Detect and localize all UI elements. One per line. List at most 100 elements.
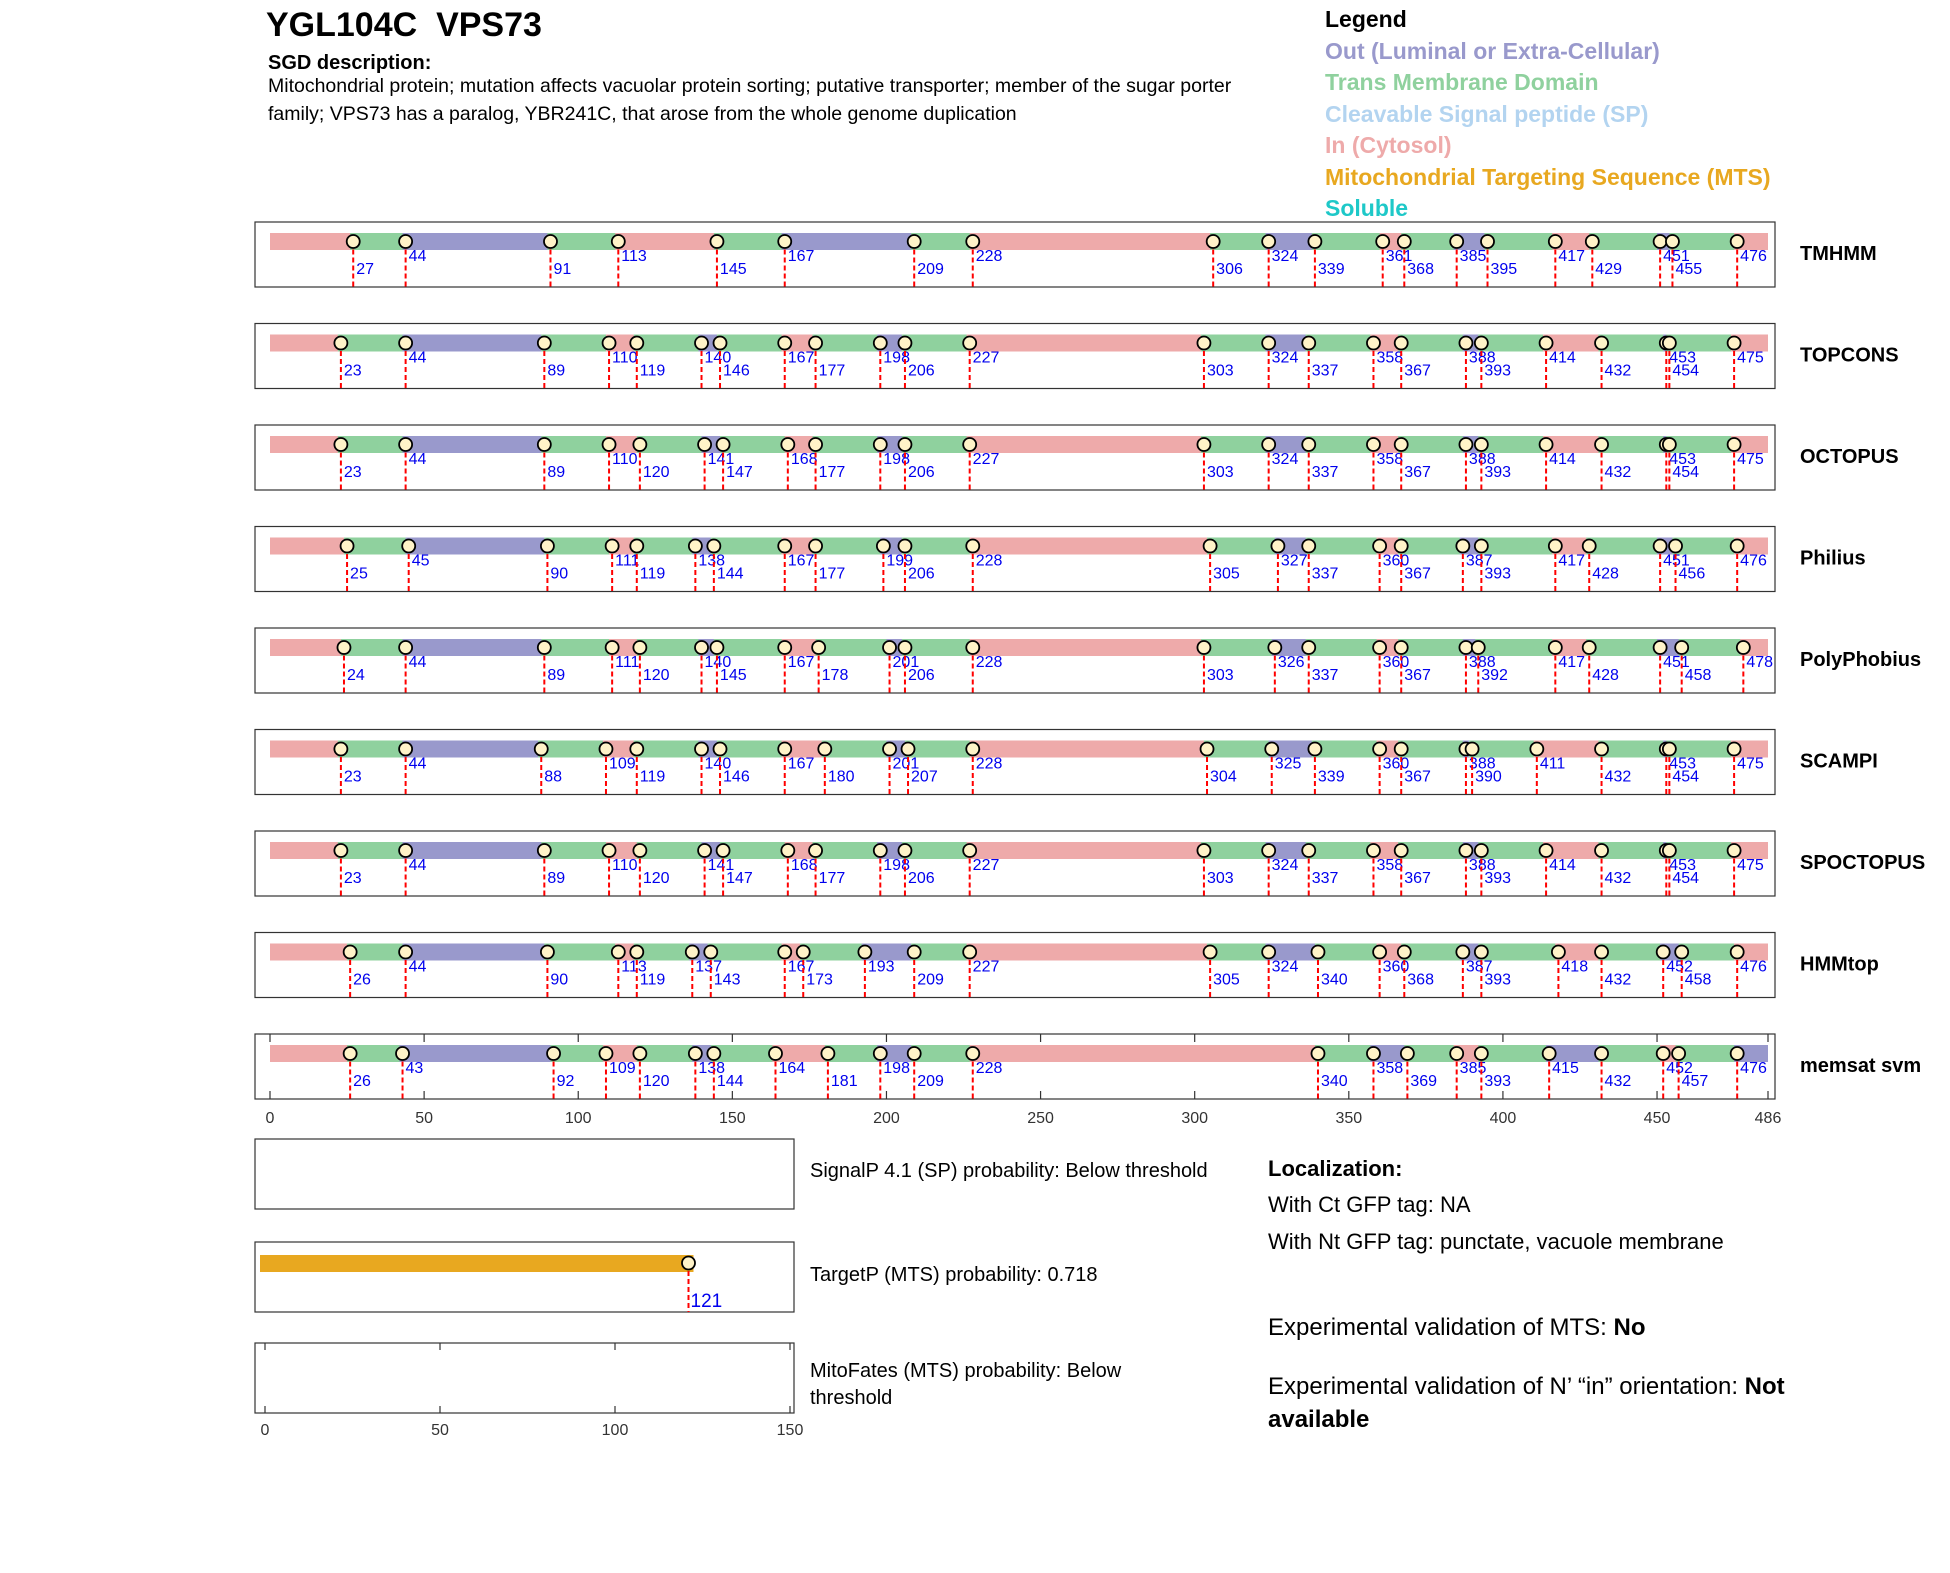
segment-out [1265, 233, 1315, 250]
boundary-marker [808, 335, 823, 351]
position-label: 167 [788, 350, 815, 367]
position-label: 177 [819, 870, 846, 887]
position-label: 360 [1383, 654, 1410, 671]
boundary-marker [1261, 234, 1277, 249]
position-label: 141 [708, 857, 735, 874]
position-label: 89 [547, 870, 565, 887]
position-label: 207 [911, 769, 938, 786]
track-name: HMMtop [1800, 954, 1879, 976]
segment-in [781, 639, 819, 656]
position-label: 44 [409, 654, 427, 671]
position-label: 110 [612, 857, 638, 874]
boundary-marker [681, 1255, 696, 1271]
position-label: 23 [344, 769, 362, 786]
track-name: SCAMPI [1800, 751, 1878, 773]
segment-tm [1200, 334, 1269, 352]
position-label: 385 [1460, 248, 1487, 265]
boundary-marker [808, 538, 823, 554]
position-label: 143 [714, 972, 741, 989]
segment-tm [350, 233, 406, 250]
boundary-marker [1726, 437, 1742, 452]
track-name: TMHMM [1800, 243, 1877, 265]
track-name: PolyPhobius [1800, 649, 1921, 671]
mts-bar [260, 1255, 694, 1272]
boundary-marker [610, 234, 626, 249]
boundary-marker [703, 944, 719, 960]
position-label: 198 [883, 451, 910, 468]
boundary-marker [536, 335, 552, 351]
boundary-marker [780, 437, 796, 452]
boundary-marker [1594, 1046, 1609, 1061]
boundary-marker [882, 741, 897, 757]
segment-tm [901, 639, 973, 656]
segment-tm [901, 436, 970, 453]
segment-tm [1666, 740, 1735, 758]
position-label: 138 [698, 553, 725, 570]
boundary-marker [1674, 944, 1690, 960]
boundary-marker [897, 335, 913, 351]
panel-frame [254, 1138, 795, 1210]
boundary-marker [536, 640, 552, 655]
segment-in [1542, 334, 1602, 352]
boundary-marker [808, 437, 823, 452]
boundary-marker [817, 741, 833, 757]
position-label: 177 [819, 464, 846, 481]
gene-title: YGL104C VPS73 [266, 6, 542, 44]
position-label: 177 [819, 363, 846, 380]
segment-tm [633, 943, 693, 961]
position-label: 228 [976, 248, 1003, 265]
segment-tm [720, 842, 788, 859]
segment-tm [1598, 1045, 1664, 1062]
segment-out [402, 334, 545, 352]
panel-frame [254, 1342, 795, 1414]
position-label: 121 [691, 1291, 723, 1312]
panel-frame [254, 1241, 795, 1313]
segment-tm [1678, 639, 1744, 656]
boundary-marker [965, 538, 981, 554]
segment-out [1265, 436, 1309, 453]
boundary-marker [398, 843, 414, 858]
position-label: 25 [350, 566, 368, 583]
boundary-marker [632, 437, 648, 452]
boundary-marker [629, 335, 645, 351]
position-label: 303 [1207, 870, 1234, 887]
segment-tm [911, 943, 970, 961]
segment-tm [1314, 943, 1380, 961]
targetp-label: TargetP (MTS) probability: 0.718 [810, 1264, 1098, 1286]
position-label: 388 [1469, 451, 1496, 468]
position-label: 113 [621, 959, 647, 976]
segment-tm [340, 639, 406, 656]
track-name: TOPCONS [1800, 345, 1899, 367]
position-label: 337 [1312, 566, 1339, 583]
boundary-marker [1372, 741, 1388, 757]
position-label: 452 [1666, 959, 1693, 976]
position-label: 146 [723, 769, 750, 786]
position-label: 24 [347, 667, 365, 684]
position-label: 177 [819, 566, 846, 583]
position-label: 432 [1605, 1073, 1632, 1090]
boundary-marker [820, 1046, 836, 1061]
boundary-marker [1729, 538, 1745, 554]
segment-tm [541, 639, 613, 656]
boundary-marker [1538, 843, 1554, 858]
boundary-marker [1547, 234, 1563, 249]
segment-tm [1398, 740, 1466, 758]
boundary-marker [1538, 335, 1554, 351]
boundary-marker [872, 437, 888, 452]
boundary-marker [697, 843, 713, 858]
segment-out [1268, 740, 1315, 758]
segment-tm [1207, 943, 1269, 961]
segment-tm [544, 943, 619, 961]
segment-tm [713, 639, 785, 656]
segment-tm [1666, 436, 1735, 453]
boundary-marker [694, 741, 709, 757]
segment-out [405, 537, 548, 555]
position-label: 457 [1682, 1073, 1709, 1090]
segment-tm [347, 1045, 403, 1062]
boundary-marker [632, 640, 648, 655]
segment-in [781, 740, 825, 758]
position-label: 360 [1383, 553, 1410, 570]
boundary-marker [709, 640, 725, 655]
position-label: 89 [547, 363, 565, 380]
